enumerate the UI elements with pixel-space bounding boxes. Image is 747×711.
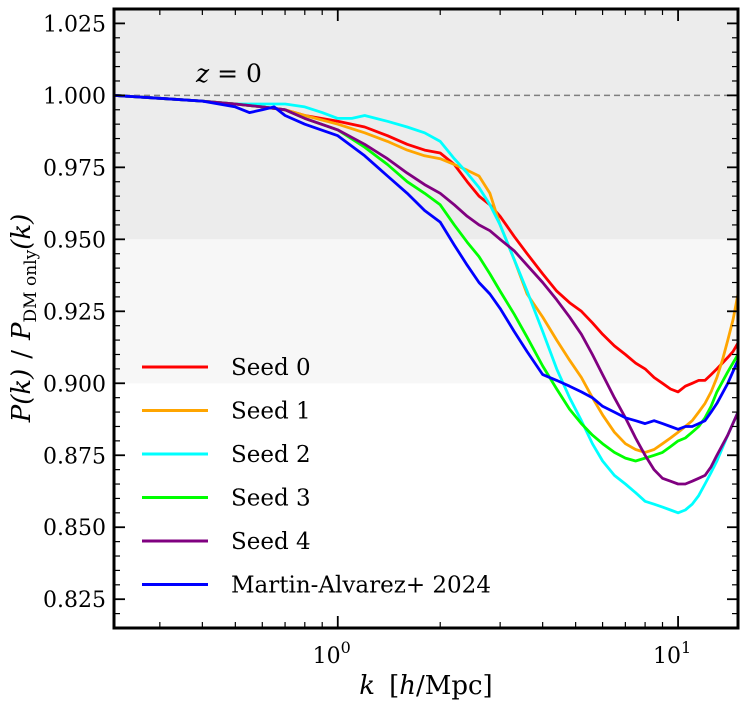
y-tick-label: 0.875	[43, 444, 106, 469]
y-tick-label: 0.925	[43, 300, 106, 325]
y-tick-label: 1.025	[43, 12, 106, 37]
x-axis-var: k	[359, 671, 375, 701]
y-tick-label: 0.825	[43, 588, 106, 613]
annotation-redshift: z = 0	[195, 59, 262, 88]
y-axis-sep: /	[7, 350, 37, 359]
shaded-band-0	[114, 9, 738, 240]
y-tick-label: 0.850	[43, 516, 106, 541]
y-tick-label: 0.975	[43, 156, 106, 181]
legend-label-0: Seed 0	[231, 355, 311, 381]
x-tick-exponent: 1	[681, 638, 691, 657]
x-axis-unit-h: h	[399, 671, 416, 701]
y-axis-label: P(k) / PDM only(k)	[7, 214, 41, 424]
legend-label-2: Seed 2	[231, 442, 311, 468]
series-line-1	[114, 94, 738, 454]
x-axis-unit-rest: /Mpc]	[416, 671, 493, 701]
legend-label-3: Seed 3	[231, 486, 311, 512]
series-line-5	[114, 94, 738, 431]
x-tick-label: 101	[653, 638, 691, 669]
annotation-rest: = 0	[209, 59, 262, 88]
y-axis-den-main: P	[7, 322, 37, 341]
legend-label-5: Martin-Alvarez+ 2024	[231, 573, 491, 599]
legend-label-1: Seed 1	[231, 399, 311, 425]
plot-frame	[112, 7, 740, 630]
shaded-band-1	[114, 239, 738, 384]
y-axis-den-arg: (k)	[7, 214, 37, 250]
y-axis-num: P(k)	[7, 369, 37, 424]
y-axis-den-sub: DM only	[21, 249, 41, 322]
x-tick-base: 10	[653, 644, 681, 669]
x-tick-base: 10	[313, 644, 341, 669]
y-tick-label: 0.950	[43, 228, 106, 253]
y-tick-label: 1.000	[43, 84, 106, 109]
series-line-2	[114, 94, 738, 515]
series-line-4	[114, 94, 738, 486]
y-tick-label: 0.900	[43, 372, 106, 397]
x-axis-unit-open: [	[389, 671, 399, 701]
x-tick-label: 100	[313, 638, 351, 669]
legend-label-4: Seed 4	[231, 529, 311, 555]
x-axis-label: k [h/Mpc]	[359, 671, 492, 701]
x-tick-exponent: 0	[341, 638, 351, 657]
series-line-0	[114, 94, 738, 394]
annotation-var: z	[195, 59, 210, 88]
